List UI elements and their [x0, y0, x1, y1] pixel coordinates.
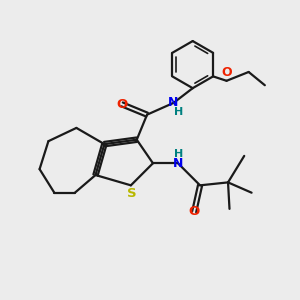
Text: O: O — [188, 205, 200, 218]
Text: S: S — [127, 187, 136, 200]
Text: H: H — [174, 149, 184, 159]
Text: O: O — [116, 98, 128, 111]
Text: H: H — [174, 107, 184, 117]
Text: N: N — [173, 157, 183, 170]
Text: O: O — [221, 66, 232, 79]
Text: N: N — [168, 96, 179, 110]
